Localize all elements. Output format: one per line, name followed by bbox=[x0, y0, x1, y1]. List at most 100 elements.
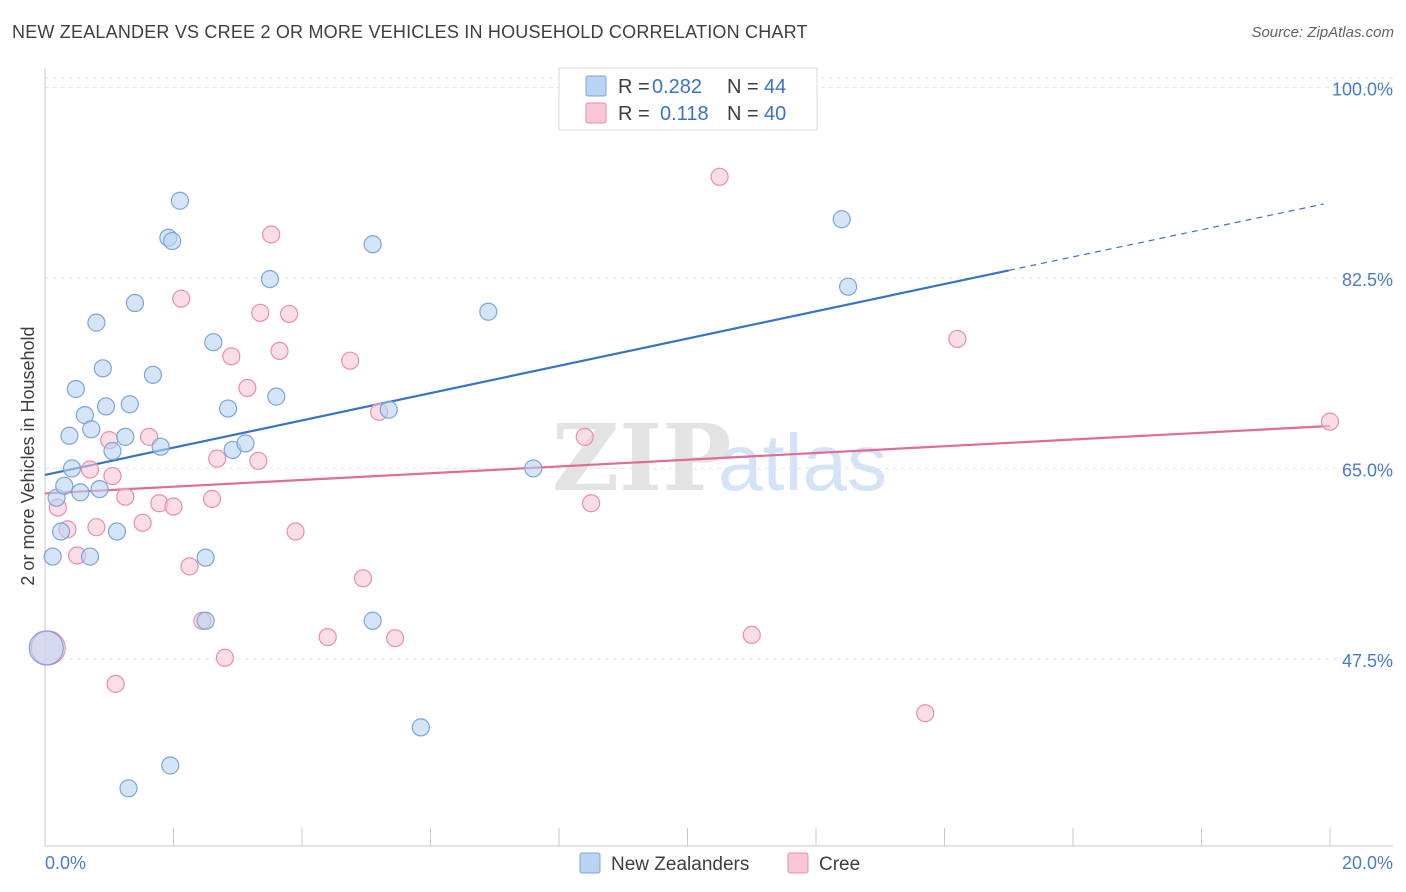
legend-r-value-2: 0.118 bbox=[660, 103, 709, 125]
legend-n-value-2: 40 bbox=[764, 103, 786, 125]
new-zealanders-point bbox=[87, 313, 106, 332]
legend-r-label-2: R = bbox=[618, 103, 650, 125]
new-zealanders-point bbox=[379, 400, 398, 419]
new-zealanders-points bbox=[28, 191, 858, 798]
new-zealanders-point bbox=[71, 483, 90, 502]
new-zealanders-point bbox=[196, 611, 215, 630]
new-zealanders-point bbox=[151, 437, 170, 456]
cree-point bbox=[172, 289, 191, 308]
new-zealanders-point bbox=[839, 277, 858, 296]
x-axis-ticks bbox=[173, 828, 1331, 846]
y-tick-label: 65.0% bbox=[1342, 460, 1393, 480]
y-tick-label: 100.0% bbox=[1332, 80, 1393, 100]
cree-point bbox=[575, 427, 594, 446]
cree-point bbox=[318, 627, 337, 647]
trend-line-new-zealanders-extension bbox=[1008, 203, 1324, 271]
new-zealanders-point bbox=[90, 479, 109, 499]
new-zealanders-point bbox=[163, 231, 182, 251]
legend-n-label-1: N = bbox=[727, 76, 759, 98]
new-zealanders-point bbox=[411, 718, 430, 737]
x-tick-label-min: 0.0% bbox=[45, 853, 86, 873]
cree-point bbox=[106, 674, 125, 693]
cree-point bbox=[341, 351, 360, 370]
trend-line-cree bbox=[44, 424, 1331, 495]
cree-point bbox=[1320, 412, 1340, 431]
bottom-legend-cree: Cree bbox=[819, 854, 860, 875]
y-axis-tick-labels: 47.5% 65.0% 82.5% 100.0% bbox=[1332, 80, 1393, 671]
cree-point bbox=[87, 518, 106, 537]
new-zealanders-point bbox=[196, 548, 215, 567]
legend-r-value-1: 0.282 bbox=[652, 76, 702, 98]
new-zealanders-point bbox=[116, 427, 135, 446]
new-zealanders-point bbox=[103, 441, 122, 461]
new-zealanders-point bbox=[143, 365, 163, 384]
cree-point bbox=[916, 704, 935, 723]
trend-lines bbox=[44, 203, 1331, 495]
new-zealanders-point bbox=[107, 522, 127, 541]
y-axis-title: 2 or more Vehicles in Household bbox=[18, 326, 38, 585]
new-zealanders-point bbox=[120, 395, 139, 414]
series-legend: New Zealanders Cree bbox=[579, 852, 860, 875]
cree-point bbox=[386, 629, 405, 648]
legend-n-value-1: 44 bbox=[764, 76, 786, 98]
cree-point bbox=[238, 378, 257, 398]
new-zealanders-point bbox=[119, 779, 138, 798]
new-zealanders-point bbox=[96, 397, 116, 416]
cree-point bbox=[222, 347, 241, 366]
cree-point bbox=[215, 648, 234, 667]
new-zealanders-point bbox=[28, 630, 64, 666]
cree-point bbox=[353, 569, 373, 588]
new-zealanders-point bbox=[60, 426, 79, 445]
cree-point bbox=[249, 451, 268, 470]
bottom-legend-new-zealanders: New Zealanders bbox=[611, 854, 749, 875]
cree-point bbox=[208, 449, 227, 468]
legend-r-label-1: R = bbox=[618, 76, 650, 98]
trend-line-new-zealanders bbox=[44, 269, 1009, 477]
new-zealanders-point bbox=[161, 756, 180, 775]
new-zealanders-point bbox=[93, 359, 112, 378]
cree-point bbox=[251, 303, 270, 322]
cree-point bbox=[139, 427, 159, 446]
legend-n-label-2: N = bbox=[727, 103, 759, 125]
new-zealanders-point bbox=[55, 476, 74, 495]
new-zealanders-point bbox=[62, 459, 82, 478]
x-tick-label-max: 20.0% bbox=[1342, 853, 1393, 873]
new-zealanders-point bbox=[267, 387, 286, 406]
cree-point bbox=[270, 341, 289, 361]
new-zealanders-point bbox=[204, 333, 223, 352]
legend-swatch-cree bbox=[585, 102, 607, 124]
new-zealanders-point bbox=[66, 379, 85, 399]
bottom-legend-swatch-cree bbox=[787, 852, 809, 874]
y-tick-label: 82.5% bbox=[1342, 270, 1393, 290]
watermark-atlas: atlas bbox=[718, 418, 887, 507]
new-zealanders-point bbox=[51, 522, 71, 541]
cree-point bbox=[262, 225, 281, 244]
source-credit: Source: ZipAtlas.com bbox=[1251, 24, 1394, 41]
cree-point bbox=[742, 625, 761, 645]
new-zealanders-point bbox=[260, 269, 279, 289]
cree-point bbox=[582, 494, 601, 513]
new-zealanders-point bbox=[219, 399, 238, 418]
grid-lines bbox=[45, 77, 1393, 660]
new-zealanders-point bbox=[363, 611, 382, 630]
correlation-legend: R = 0.282 N = 44 R = 0.118 N = 40 bbox=[558, 67, 818, 131]
new-zealanders-point bbox=[524, 459, 543, 478]
cree-point bbox=[280, 304, 299, 324]
cree-point bbox=[202, 489, 222, 508]
y-tick-label: 47.5% bbox=[1342, 651, 1393, 671]
chart-title: NEW ZEALANDER VS CREE 2 OR MORE VEHICLES… bbox=[12, 22, 808, 42]
cree-point bbox=[286, 522, 305, 541]
new-zealanders-point bbox=[363, 235, 382, 254]
cree-point bbox=[180, 557, 199, 576]
new-zealanders-point bbox=[479, 302, 498, 321]
cree-point bbox=[80, 460, 100, 479]
new-zealanders-point bbox=[832, 210, 851, 229]
new-zealanders-point bbox=[80, 547, 100, 566]
new-zealanders-point bbox=[236, 434, 255, 453]
cree-point bbox=[133, 513, 152, 532]
new-zealanders-point bbox=[170, 191, 190, 210]
new-zealanders-point bbox=[43, 547, 62, 566]
legend-swatch-new-zealanders bbox=[585, 75, 607, 97]
cree-point bbox=[116, 487, 135, 506]
